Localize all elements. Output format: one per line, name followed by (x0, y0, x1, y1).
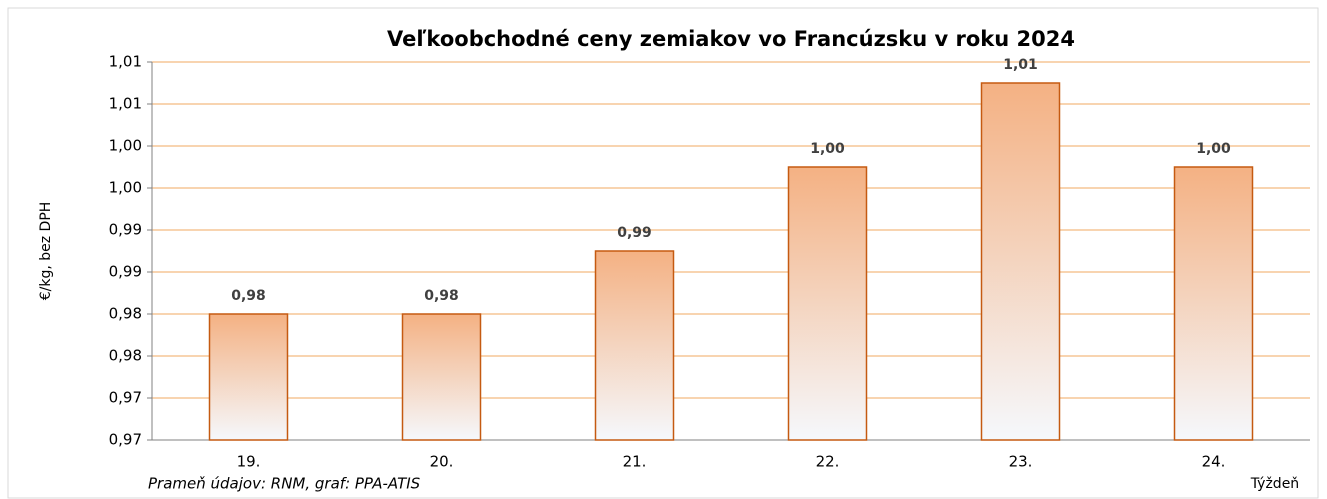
bar (401, 313, 482, 441)
y-tick-label: 0,99 (109, 221, 142, 239)
x-tick-label: 24. (1202, 453, 1226, 471)
x-tick-label: 19. (237, 453, 261, 471)
y-tick-label: 1,01 (109, 53, 142, 71)
y-tick-label: 0,97 (109, 389, 142, 407)
y-tick-label: 0,97 (109, 431, 142, 449)
y-axis-label: €/kg, bez DPH (38, 202, 54, 301)
y-tick-label: 0,98 (109, 305, 142, 323)
bar (980, 82, 1061, 441)
y-tick-label: 1,01 (109, 95, 142, 113)
bar (787, 166, 868, 441)
y-tick-label: 0,99 (109, 263, 142, 281)
data-label: 0,98 (231, 288, 266, 304)
data-label: 0,99 (617, 225, 652, 241)
bar (594, 250, 675, 441)
bar (208, 313, 289, 441)
y-tick-label: 1,00 (109, 179, 142, 197)
source-note: Prameň údajov: RNM, graf: PPA-ATIS (148, 475, 421, 493)
x-tick-label: 21. (623, 453, 647, 471)
x-tick-label: 22. (816, 453, 840, 471)
data-label: 1,00 (810, 141, 845, 157)
y-tick-label: 0,98 (109, 347, 142, 365)
chart-title: Veľkoobchodné ceny zemiakov vo Francúzsk… (387, 27, 1075, 51)
bar (1173, 166, 1254, 441)
x-tick-label: 23. (1009, 453, 1033, 471)
data-label: 1,01 (1003, 57, 1038, 73)
x-tick-label: 20. (430, 453, 454, 471)
y-tick-label: 1,00 (109, 137, 142, 155)
x-axis-label: Týždeň (1250, 476, 1299, 492)
data-label: 0,98 (424, 288, 459, 304)
data-label: 1,00 (1196, 141, 1231, 157)
